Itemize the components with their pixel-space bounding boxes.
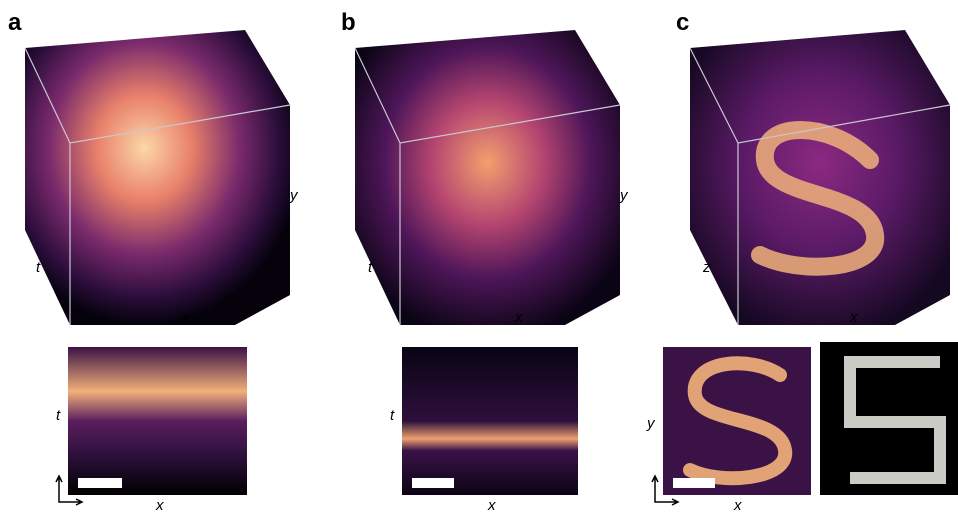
slice-image [402,347,578,495]
panel-c: c z x y x [646,9,958,512]
axis-label: x [733,497,742,512]
axis-label: y [646,415,656,432]
axis-label: z [702,259,711,276]
panel-b: b t x y t x [341,9,629,512]
axis-label: x [181,309,190,326]
axis-label: y [289,187,299,204]
axis-label: x [487,497,496,512]
panel-label: c [676,9,689,36]
scale-bar [78,478,122,488]
panel-a: a t x y t x [8,9,299,512]
axis-label: x [849,309,858,326]
scale-bar [412,478,454,488]
axis-label: x [514,309,523,326]
axis-label: x [155,497,164,512]
volume-cube [25,30,290,325]
volume-cube [355,30,620,325]
volume-cube [690,30,950,325]
axis-label: t [56,407,61,424]
figure: a t x y t x b t x y t x c z x y x [0,0,958,512]
panel-label: a [8,9,22,36]
scale-bar [673,478,715,488]
slice-image [68,347,247,495]
axis-label: t [390,407,395,424]
panel-label: b [341,9,356,36]
axis-label: y [619,187,629,204]
